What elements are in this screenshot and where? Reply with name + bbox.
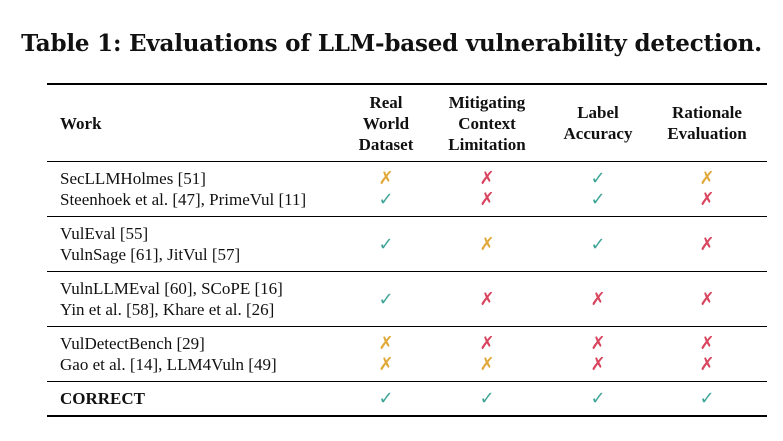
header-mitigating-context-limitation: Mitigating Context Limitation [425,84,549,162]
cross-icon: ✗ [590,354,606,375]
cross-icon: ✗ [479,288,495,310]
header-line: World [362,113,410,133]
cross-icon: ✗ [699,333,715,354]
mark-cell: ✓ [347,382,425,417]
table-row: CORRECT ✓ ✓ ✓ ✓ [47,382,767,417]
work-name: Yin et al. [58], Khare et al. [26] [60,300,275,319]
table-caption: Table 1: Evaluations of LLM-based vulner… [21,30,762,57]
mark-cell: ✗ [549,272,647,327]
work-cell: SecLLMHolmes [51] [60,169,206,188]
cross-icon: ✗ [590,333,606,354]
mark-cell: ✗ [347,327,425,354]
header-line: Dataset [358,134,414,154]
table-row: VulEval [55] VulnSage [61], JitVul [57] … [47,217,767,272]
check-icon: ✓ [590,233,606,255]
table-row: Steenhoek et al. [47], PrimeVul [11] ✓ ✗… [47,189,767,217]
header-row: Work Real World Dataset Mitigating Conte… [47,84,767,162]
mark-cell: ✗ [549,354,647,382]
cross-icon: ✗ [590,288,606,310]
header-line: Label [577,103,619,122]
cross-icon: ✗ [378,354,394,375]
table-row: Gao et al. [14], LLM4Vuln [49] ✗ ✗ ✗ ✗ [47,354,767,382]
cross-icon: ✗ [699,354,715,375]
cross-icon: ✗ [378,168,394,189]
cross-icon: ✗ [479,333,495,354]
check-icon: ✓ [479,388,495,409]
header-line: Mitigating [448,92,526,112]
work-cell: Steenhoek et al. [47], PrimeVul [11] [60,190,307,209]
work-cell: CORRECT [60,389,146,408]
table-row: SecLLMHolmes [51] ✗ ✗ ✓ ✗ [47,162,767,189]
evaluation-table: Work Real World Dataset Mitigating Conte… [47,83,767,417]
mark-cell: ✓ [347,217,425,272]
header-label-accuracy: Label Accuracy [549,84,647,162]
header-line: Context [458,113,516,133]
mark-cell: ✗ [647,272,767,327]
cross-icon: ✗ [699,233,715,255]
check-icon: ✓ [378,233,394,255]
mark-cell: ✗ [347,162,425,189]
mark-cell: ✗ [549,327,647,354]
work-cell: VulDetectBench [29] [60,334,205,353]
cross-icon: ✗ [699,168,715,189]
table-group: VulnLLMEval [60], SCoPE [16] Yin et al. … [47,272,767,327]
header-line: Real [369,92,403,112]
mark-cell: ✗ [425,354,549,382]
work-cell: VulnLLMEval [60], SCoPE [16] Yin et al. … [47,272,347,327]
mark-cell: ✓ [549,217,647,272]
check-icon: ✓ [590,388,606,409]
mark-cell: ✗ [647,327,767,354]
mark-cell: ✓ [347,189,425,217]
header-real-world-dataset: Real World Dataset [347,84,425,162]
mark-cell: ✗ [425,217,549,272]
check-icon: ✓ [378,288,394,310]
header-line: Limitation [448,134,526,154]
cross-icon: ✗ [479,189,495,210]
cross-icon: ✗ [479,233,495,255]
mark-cell: ✗ [647,162,767,189]
check-icon: ✓ [590,189,606,210]
mark-cell: ✓ [647,382,767,417]
check-icon: ✓ [590,168,606,189]
mark-cell: ✗ [347,354,425,382]
header-work: Work [60,113,102,133]
header-line: Evaluation [667,124,747,143]
work-cell: Gao et al. [14], LLM4Vuln [49] [60,355,277,374]
check-icon: ✓ [378,189,394,210]
mark-cell: ✗ [425,189,549,217]
table-group: VulDetectBench [29] ✗ ✗ ✗ ✗ Gao et al. [… [47,327,767,382]
header-line: Accuracy [563,124,633,143]
header-line: Rationale [672,103,742,122]
mark-cell: ✗ [647,354,767,382]
cross-icon: ✗ [699,189,715,210]
table-group: SecLLMHolmes [51] ✗ ✗ ✓ ✗ Steenhoek et a… [47,162,767,217]
mark-cell: ✓ [549,162,647,189]
mark-cell: ✗ [425,327,549,354]
cross-icon: ✗ [479,354,495,375]
table-row: VulnLLMEval [60], SCoPE [16] Yin et al. … [47,272,767,327]
mark-cell: ✓ [549,189,647,217]
mark-cell: ✗ [647,217,767,272]
header-rationale-evaluation: Rationale Evaluation [647,84,767,162]
work-name: VulnSage [61], JitVul [57] [60,245,241,264]
table-group: CORRECT ✓ ✓ ✓ ✓ [47,382,767,417]
work-name: VulEval [55] [60,224,149,243]
cross-icon: ✗ [378,333,394,354]
mark-cell: ✓ [425,382,549,417]
work-name: VulnLLMEval [60], SCoPE [16] [60,279,283,298]
table-group: VulEval [55] VulnSage [61], JitVul [57] … [47,217,767,272]
mark-cell: ✓ [347,272,425,327]
check-icon: ✓ [378,388,394,409]
cross-icon: ✗ [699,288,715,310]
mark-cell: ✗ [425,162,549,189]
mark-cell: ✓ [549,382,647,417]
work-cell: VulEval [55] VulnSage [61], JitVul [57] [47,217,347,272]
mark-cell: ✗ [647,189,767,217]
table-row: VulDetectBench [29] ✗ ✗ ✗ ✗ [47,327,767,354]
check-icon: ✓ [699,388,715,409]
mark-cell: ✗ [425,272,549,327]
cross-icon: ✗ [479,168,495,189]
